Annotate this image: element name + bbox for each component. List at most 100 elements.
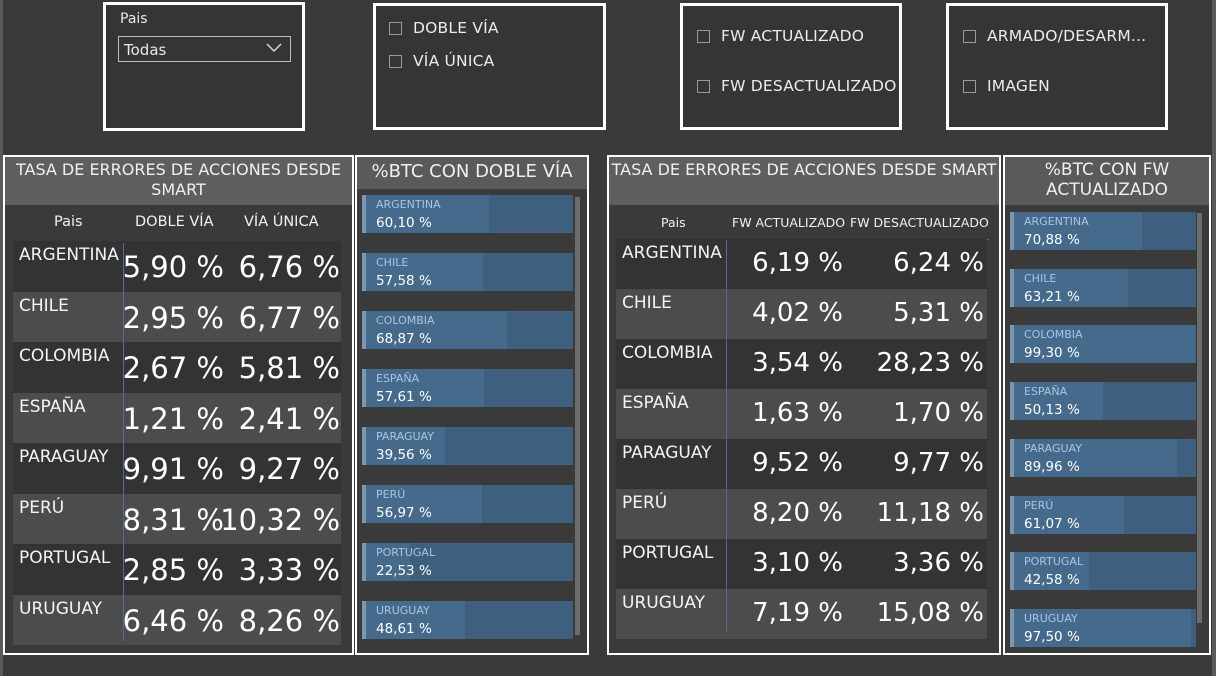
bar-value-label: 63,21 % — [1024, 288, 1080, 305]
country-name: PORTUGAL — [622, 543, 714, 563]
bar-item[interactable]: PERÚ 61,07 % — [1010, 495, 1196, 534]
bar-fill — [362, 369, 484, 407]
bar-fill — [362, 601, 465, 639]
option-imagen[interactable]: IMAGEN — [963, 77, 1050, 95]
bar-value-label: 97,50 % — [1024, 628, 1080, 645]
bar-marker — [362, 601, 366, 639]
bar-value-label: 50,13 % — [1024, 402, 1080, 419]
option-label: FW ACTUALIZADO — [721, 27, 865, 45]
error-rate-value: 8,31 % — [122, 502, 224, 537]
option-label: VÍA ÚNICA — [413, 52, 495, 70]
bar-item[interactable]: URUGUAY 97,50 % — [1010, 608, 1196, 647]
bar-item[interactable]: ESPAÑA 50,13 % — [1010, 382, 1196, 421]
bar-item[interactable]: PERÚ 56,97 % — [362, 485, 573, 523]
bar-item[interactable]: PORTUGAL 42,58 % — [1010, 552, 1196, 591]
bar-marker — [362, 543, 366, 581]
col-header-fw-desactualizado[interactable]: FW DESACTUALIZADO — [850, 215, 989, 230]
table-row[interactable]: PORTUGAL 3,10 % 3,36 % — [616, 539, 987, 589]
bar-item[interactable]: URUGUAY 48,61 % — [362, 601, 573, 639]
country-name: COLOMBIA — [19, 346, 110, 366]
col-header-pais[interactable]: Pais — [661, 215, 686, 230]
error-rate-value: 9,77 % — [893, 448, 984, 478]
bar-item[interactable]: CHILE 63,21 % — [1010, 268, 1196, 307]
bar-item[interactable]: PARAGUAY 89,96 % — [1010, 438, 1196, 477]
checkbox-icon[interactable] — [963, 79, 976, 93]
col-header-pais[interactable]: Pais — [54, 214, 83, 230]
error-rate-value: 3,36 % — [893, 548, 984, 578]
chevron-down-icon — [266, 43, 282, 53]
table-row[interactable]: CHILE 4,02 % 5,31 % — [616, 289, 987, 339]
pais-dropdown[interactable]: Todas — [118, 36, 291, 62]
country-name: ARGENTINA — [622, 243, 722, 263]
bars-via-panel: %BTC CON DOBLE VÍA ARGENTINA 60,10 % CHILE… — [355, 155, 589, 655]
table-row[interactable]: COLOMBIA 2,67 % 5,81 % — [13, 342, 341, 393]
column-divider — [726, 240, 727, 632]
bar-value-label: 61,07 % — [1024, 515, 1080, 532]
table-row[interactable]: ARGENTINA 6,19 % 6,24 % — [616, 239, 987, 289]
error-rate-value: 5,90 % — [122, 250, 224, 284]
bar-country-name: CHILE — [1024, 271, 1057, 285]
error-rate-value: 5,31 % — [893, 298, 984, 328]
table-row[interactable]: PARAGUAY 9,91 % 9,27 % — [13, 443, 341, 494]
bar-marker — [1010, 438, 1014, 477]
bar-value-label: 39,56 % — [376, 447, 432, 463]
bar-item[interactable]: PARAGUAY 39,56 % — [362, 427, 573, 465]
table-row[interactable]: CHILE 2,95 % 6,77 % — [13, 291, 341, 342]
bar-fill — [1010, 438, 1178, 477]
checkbox-icon[interactable] — [697, 79, 710, 93]
table-fw-panel: TASA DE ERRORES DE ACCIONES DESDE SMART … — [607, 155, 1001, 655]
country-name: PARAGUAY — [622, 443, 712, 463]
table-row[interactable]: COLOMBIA 3,54 % 28,23 % — [616, 339, 987, 389]
country-name: PARAGUAY — [19, 447, 109, 467]
table-row[interactable]: PORTUGAL 2,85 % 3,33 % — [13, 544, 341, 595]
checkbox-icon[interactable] — [963, 29, 976, 43]
right-edge — [1212, 0, 1216, 676]
table-row[interactable]: ESPAÑA 1,21 % 2,41 % — [13, 392, 341, 443]
option-fw-actualizado[interactable]: FW ACTUALIZADO — [697, 27, 864, 45]
table-row[interactable]: ESPAÑA 1,63 % 1,70 % — [616, 389, 987, 439]
bar-item[interactable]: CHILE 57,58 % — [362, 253, 573, 291]
col-header-doble-via[interactable]: DOBLE VÍA — [135, 214, 214, 230]
bar-item[interactable]: COLOMBIA 99,30 % — [1010, 325, 1196, 364]
pais-dropdown-value: Todas — [124, 41, 167, 59]
country-name: PERÚ — [19, 497, 65, 518]
bar-marker — [1010, 268, 1014, 307]
checkbox-icon[interactable] — [389, 21, 402, 35]
col-header-via-unica[interactable]: VÍA ÚNICA — [244, 214, 319, 230]
bar-fill — [362, 195, 489, 233]
checkbox-icon[interactable] — [389, 54, 402, 68]
country-name: CHILE — [622, 293, 672, 313]
option-via-unica[interactable]: VÍA ÚNICA — [389, 52, 494, 70]
bar-fill — [362, 253, 484, 291]
table-row[interactable]: URUGUAY 6,46 % 8,26 % — [13, 594, 341, 645]
option-fw-desactualizado[interactable]: FW DESACTUALIZADO — [697, 77, 897, 95]
scrollbar[interactable] — [1197, 213, 1202, 623]
bar-item[interactable]: ARGENTINA 70,88 % — [1010, 212, 1196, 250]
table-row[interactable]: PARAGUAY 9,52 % 9,77 % — [616, 439, 987, 489]
col-header-fw-actualizado[interactable]: FW ACTUALIZADO — [732, 215, 846, 230]
table-row[interactable]: PERÚ 8,20 % 11,18 % — [616, 489, 987, 539]
bar-value-label: 22,53 % — [376, 563, 432, 579]
bar-fill — [1010, 608, 1192, 647]
bar-fill — [1010, 552, 1090, 591]
bar-item[interactable]: ARGENTINA 60,10 % — [362, 195, 573, 233]
option-armado[interactable]: ARMADO/DESARM... — [963, 27, 1146, 45]
table-row[interactable]: PERÚ 8,31 % 10,32 % — [13, 493, 341, 544]
table-via-panel: TASA DE ERRORES DE ACCIONES DESDE SMART … — [3, 155, 354, 655]
bar-item[interactable]: ESPAÑA 57,61 % — [362, 369, 573, 407]
country-name: PERÚ — [622, 493, 668, 513]
bar-value-label: 48,61 % — [376, 621, 432, 637]
bar-marker — [1010, 608, 1014, 647]
bar-fill — [1010, 268, 1128, 307]
table-row[interactable]: URUGUAY 7,19 % 15,08 % — [616, 589, 987, 639]
scrollbar[interactable] — [575, 197, 580, 635]
country-name: URUGUAY — [19, 598, 103, 619]
bar-item[interactable]: PORTUGAL 22,53 % — [362, 543, 573, 581]
table-row[interactable]: ARGENTINA 5,90 % 6,76 % — [13, 241, 341, 292]
bar-value-label: 56,97 % — [376, 505, 432, 521]
checkbox-icon[interactable] — [697, 29, 710, 43]
option-doble-via[interactable]: DOBLE VÍA — [389, 19, 499, 37]
bar-marker — [1010, 552, 1014, 591]
bar-country-name: PORTUGAL — [1024, 555, 1084, 569]
bar-item[interactable]: COLOMBIA 68,87 % — [362, 311, 573, 349]
